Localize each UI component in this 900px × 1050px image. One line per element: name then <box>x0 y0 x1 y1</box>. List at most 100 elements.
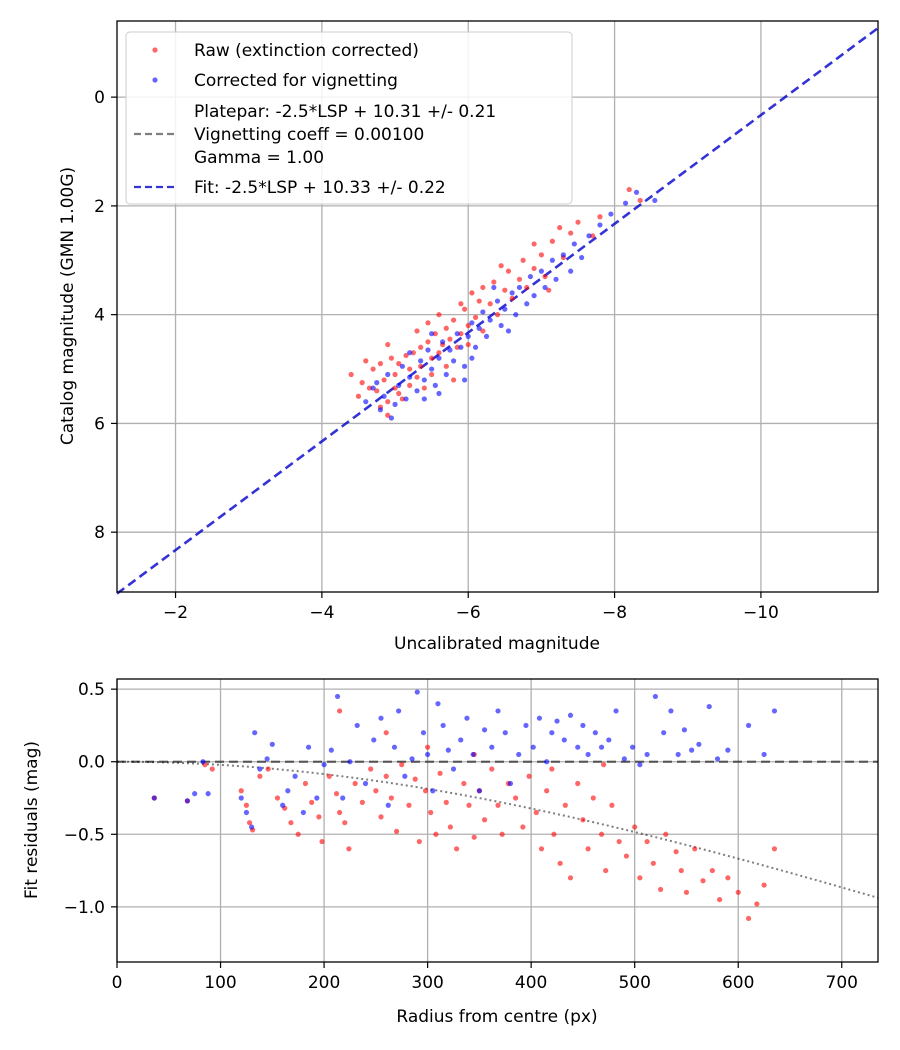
calibration-raw-point <box>487 301 493 307</box>
residuals-corrected-point <box>652 693 658 700</box>
calibration-raw-point <box>396 361 402 367</box>
residuals-corrected-point <box>371 737 377 743</box>
calibration-raw-point <box>546 287 552 293</box>
residuals-raw-point <box>520 824 526 830</box>
residuals-raw-point <box>678 867 684 874</box>
calibration-raw-point <box>421 385 427 391</box>
calibration-corrected-point <box>597 222 603 228</box>
residuals-corrected-point <box>396 708 402 714</box>
calibration-y-tick-label: 8 <box>94 523 105 543</box>
calibration-corrected-point <box>407 374 413 380</box>
residuals-raw-point <box>499 831 505 837</box>
calibration-raw-point <box>505 268 512 274</box>
residuals-y-tick-label: −1.0 <box>64 898 105 918</box>
residuals-y-axis-label: Fit residuals (mag) <box>22 741 42 899</box>
calibration-raw-point <box>443 363 449 369</box>
calibration-corrected-point <box>524 301 530 307</box>
residuals-raw-point <box>337 708 343 714</box>
residuals-corrected-point <box>347 759 353 765</box>
residuals-corrected-point <box>385 802 391 808</box>
residuals-raw-point <box>735 889 741 895</box>
calibration-corrected-point <box>465 333 471 340</box>
calibration-corrected-point <box>472 344 479 350</box>
calibration-x-tick-label: −6 <box>456 603 481 623</box>
residuals-corrected-point <box>450 766 457 772</box>
residuals-corrected-point <box>285 788 291 794</box>
residuals-raw-point <box>551 831 557 837</box>
residuals-raw-point <box>337 809 343 816</box>
residuals-raw-point <box>378 814 384 820</box>
calibration-corrected-point <box>454 331 460 337</box>
residuals-corrected-point <box>689 747 695 753</box>
calibration-corrected-point <box>385 371 391 378</box>
residuals-x-tick-label: 100 <box>204 973 236 993</box>
residuals-raw-point <box>412 776 418 782</box>
calibration-corrected-point <box>403 396 409 402</box>
calibration-raw-point <box>516 276 523 282</box>
residuals-raw-point <box>342 820 348 826</box>
calibration-raw-point <box>557 225 563 231</box>
calibration-points <box>348 186 658 421</box>
calibration-raw-point <box>531 241 537 247</box>
calibration-corrected-point <box>396 382 402 388</box>
calibration-corrected-point <box>491 284 497 291</box>
residuals-corrected-point <box>414 689 420 695</box>
residuals-raw-point <box>461 780 467 787</box>
residuals-raw-point <box>326 773 332 779</box>
residuals-raw-point <box>575 780 581 787</box>
residuals-corrected-point <box>489 744 495 750</box>
residuals-corrected-point <box>334 693 341 700</box>
calibration-corrected-point <box>480 309 486 315</box>
calibration-raw-point <box>538 252 545 258</box>
calibration-corrected-point <box>579 254 585 261</box>
residuals-raw-point <box>243 802 250 808</box>
calibration-raw-point <box>403 352 409 359</box>
calibration-corrected-point <box>429 366 435 372</box>
residuals-raw-point <box>316 814 322 820</box>
calibration-raw-point <box>502 287 508 293</box>
calibration-corrected-point <box>461 377 468 383</box>
residuals-raw-point <box>544 788 550 794</box>
calibration-corrected-point <box>407 350 413 356</box>
calibration-raw-point <box>590 233 596 239</box>
calibration-raw-point <box>568 230 574 236</box>
residuals-raw-point <box>373 788 379 794</box>
calibration-raw-point <box>450 377 457 383</box>
residuals-raw-point <box>549 766 555 772</box>
calibration-raw-point <box>363 358 369 364</box>
residuals-corrected-point <box>445 747 451 753</box>
residuals-corrected-point <box>575 744 581 750</box>
residuals-corrected-point <box>644 751 650 758</box>
calibration-raw-point <box>480 328 486 334</box>
residuals-raw-point <box>603 867 609 874</box>
residuals-corrected-point <box>151 795 157 801</box>
residuals-corrected-point <box>481 727 488 733</box>
calibration-corrected-point <box>370 385 376 391</box>
residuals-corrected-point <box>523 722 529 729</box>
calibration-corrected-point <box>568 268 574 274</box>
calibration-corrected-point <box>513 312 519 318</box>
calibration-corrected-point <box>571 241 577 247</box>
calibration-raw-point <box>549 238 555 244</box>
calibration-corrected-point <box>381 393 387 399</box>
calibration-corrected-point <box>469 355 475 361</box>
calibration-raw-point <box>465 341 471 348</box>
legend: Raw (extinction corrected) Corrected for… <box>125 31 573 205</box>
residuals-x-tick-label: 0 <box>112 973 123 993</box>
residuals-raw-point <box>745 915 752 922</box>
residuals-raw-point <box>422 788 429 794</box>
residuals-corrected-point <box>425 751 431 758</box>
calibration-corrected-point <box>483 333 490 340</box>
calibration-raw-point <box>425 320 431 326</box>
calibration-y-ticks: 0 2 4 6 8 <box>94 88 117 543</box>
residuals-raw-point <box>709 867 715 874</box>
residuals-raw-point <box>406 802 412 808</box>
calibration-corrected-point <box>399 363 405 369</box>
calibration-corrected-point <box>502 306 508 312</box>
residuals-corrected-point <box>613 708 619 714</box>
calibration-corrected-point <box>498 322 504 329</box>
calibration-corrected-point <box>421 396 427 402</box>
residuals-corrected-point <box>580 722 586 729</box>
calibration-raw-point <box>458 331 464 337</box>
calibration-raw-point <box>418 363 424 369</box>
